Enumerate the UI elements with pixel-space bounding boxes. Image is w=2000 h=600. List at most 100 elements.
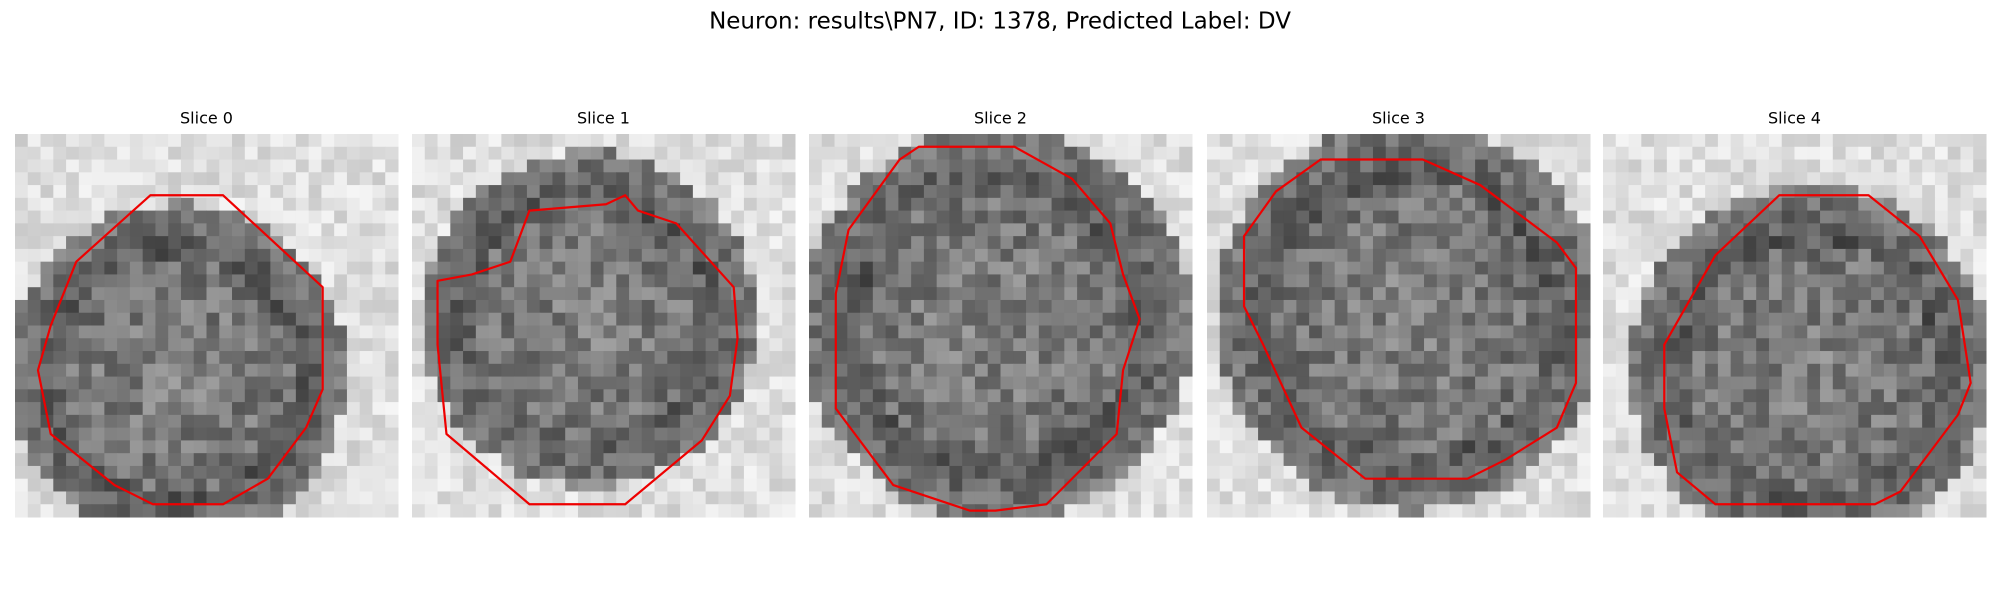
pixel — [743, 299, 758, 314]
pixel — [731, 402, 745, 416]
pixel — [1526, 376, 1540, 390]
pixel — [539, 287, 553, 301]
pixel — [616, 440, 630, 454]
pixel — [501, 402, 515, 416]
pixel — [756, 376, 770, 390]
pixel — [66, 427, 80, 441]
pixel — [552, 223, 566, 237]
pixel — [104, 325, 118, 339]
pixel — [1845, 414, 1859, 429]
pixel — [552, 159, 566, 173]
pixel — [1179, 504, 1193, 518]
pixel — [1347, 223, 1361, 237]
pixel — [1309, 414, 1323, 429]
panel-title: Slice 0 — [180, 109, 233, 128]
slice-image — [1207, 134, 1591, 518]
pixel — [1000, 236, 1014, 250]
pixel — [1500, 376, 1514, 390]
pixel — [1807, 478, 1821, 492]
pixel — [450, 159, 464, 173]
pixel — [1219, 440, 1234, 454]
pixel — [450, 338, 464, 352]
pixel — [155, 274, 169, 288]
pixel — [1513, 491, 1527, 505]
pixel — [1960, 440, 1974, 454]
pixel — [1398, 504, 1412, 518]
pixel — [552, 351, 566, 365]
pixel — [1577, 159, 1591, 173]
pixel — [1858, 223, 1872, 237]
pixel — [1128, 261, 1142, 275]
pixel — [769, 427, 783, 441]
pixel — [1000, 402, 1014, 416]
pixel — [1960, 185, 1974, 199]
pixel — [1845, 210, 1859, 224]
pixel — [346, 414, 361, 429]
pixel — [1219, 134, 1234, 148]
pixel — [1973, 299, 1987, 314]
pixel — [129, 223, 144, 237]
pixel — [1449, 248, 1463, 263]
pixel — [974, 440, 989, 454]
pixel — [1628, 299, 1642, 314]
pixel — [1717, 210, 1732, 224]
pixel — [1436, 465, 1451, 480]
pixel — [1845, 402, 1859, 416]
pixel — [731, 338, 745, 352]
pixel — [1934, 248, 1949, 263]
pixel — [40, 134, 54, 148]
pixel — [1603, 287, 1617, 301]
pixel — [359, 478, 373, 492]
pixel — [1166, 185, 1180, 199]
pixel — [756, 223, 770, 237]
pixel — [104, 172, 118, 186]
pixel — [1372, 363, 1387, 378]
pixel — [769, 338, 783, 352]
pixel — [488, 389, 502, 403]
pixel — [232, 414, 246, 429]
pixel — [232, 478, 246, 492]
pixel — [1871, 312, 1885, 327]
pixel — [923, 312, 938, 327]
pixel — [1077, 210, 1091, 224]
pixel — [705, 402, 719, 416]
pixel — [860, 414, 874, 429]
pixel — [53, 504, 67, 518]
pixel — [1166, 465, 1180, 480]
pixel — [1051, 185, 1065, 199]
pixel — [1947, 491, 1961, 505]
pixel — [692, 414, 707, 429]
pixel — [1743, 185, 1757, 199]
pixel — [860, 236, 874, 250]
pixel — [1679, 172, 1693, 186]
pixel — [1334, 274, 1348, 288]
pixel — [1922, 465, 1936, 480]
pixel — [987, 402, 1002, 416]
pixel — [1538, 440, 1553, 454]
pixel — [565, 389, 579, 403]
pixel — [450, 325, 464, 339]
pixel — [641, 223, 656, 237]
pixel — [1526, 185, 1540, 199]
pixel — [1360, 427, 1374, 441]
pixel — [1896, 338, 1910, 352]
pixel — [1258, 440, 1272, 454]
pixel — [193, 312, 208, 327]
pixel — [1538, 363, 1553, 378]
pixel — [809, 134, 823, 148]
pixel — [1883, 236, 1898, 250]
pixel — [66, 236, 80, 250]
pixel — [372, 478, 386, 492]
pixel — [142, 197, 156, 212]
pixel — [1347, 376, 1361, 390]
pixel — [180, 363, 195, 378]
pixel — [295, 478, 310, 492]
pixel — [834, 312, 848, 327]
pixel — [1424, 274, 1438, 288]
pixel — [1577, 210, 1591, 224]
pixel — [1577, 363, 1591, 378]
pixel — [1909, 389, 1923, 403]
pixel — [1140, 453, 1155, 467]
pixel — [898, 197, 912, 212]
pixel — [514, 440, 528, 454]
